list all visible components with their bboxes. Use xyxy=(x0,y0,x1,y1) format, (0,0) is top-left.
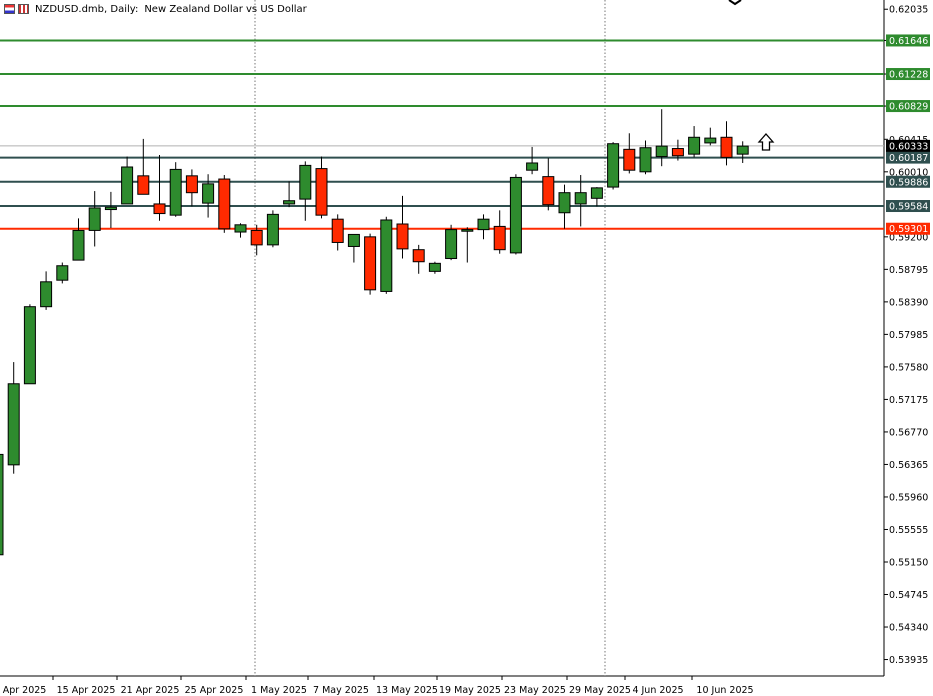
candle-bull xyxy=(736,145,749,155)
candle-bull xyxy=(428,262,441,272)
candle-bull xyxy=(477,218,490,231)
candle-bull xyxy=(72,229,85,261)
level-tag-resistance xyxy=(886,100,930,113)
x-tick-label: 29 May 2025 xyxy=(569,685,631,696)
chart-type-icon[interactable] xyxy=(18,4,29,14)
x-tick-label: 10 Jun 2025 xyxy=(696,685,753,696)
y-tick-label: 0.54745 xyxy=(889,590,928,601)
candle-bull xyxy=(461,229,474,232)
x-tick-label: 25 Apr 2025 xyxy=(185,685,244,696)
candle-bear xyxy=(218,178,231,230)
x-tick-label: 15 Apr 2025 xyxy=(57,685,116,696)
candle-bear xyxy=(720,136,733,158)
level-tag-support-label: 0.59301 xyxy=(889,224,928,235)
y-tick-label: 0.53935 xyxy=(889,655,928,666)
x-tick-label: 1 May 2025 xyxy=(251,685,307,696)
x-tick-label: 21 Apr 2025 xyxy=(121,685,180,696)
y-tick-label: 0.56365 xyxy=(889,460,928,471)
candle-bear xyxy=(671,148,684,157)
level-tag-pivot-label: 0.59584 xyxy=(889,202,928,213)
y-tick-label: 0.60010 xyxy=(889,167,928,178)
level-tag-resistance-label: 0.61646 xyxy=(889,36,928,47)
candle-bull xyxy=(7,383,20,466)
x-tick-label: 9 Apr 2025 xyxy=(0,685,46,696)
current-price-tag xyxy=(886,139,930,152)
candle-bull xyxy=(88,207,101,231)
candle-bull xyxy=(23,306,36,385)
level-tag-pivot xyxy=(886,200,930,213)
candle-bull xyxy=(234,224,247,233)
symbol-description: New Zealand Dollar vs US Dollar xyxy=(144,3,307,15)
candle-bear xyxy=(396,223,409,250)
candle-bull xyxy=(40,281,53,308)
y-tick-label: 0.58390 xyxy=(889,297,928,308)
candle-bull xyxy=(639,147,652,173)
candle-bull xyxy=(347,233,360,247)
chart-window-icon[interactable] xyxy=(4,4,15,14)
candle-bear xyxy=(542,176,555,206)
chart-header: NZDUSD.dmb, Daily: New Zealand Dollar vs… xyxy=(4,2,307,16)
candle-bear xyxy=(412,249,425,263)
level-tag-pivot-label: 0.60187 xyxy=(889,153,928,164)
candle-bull xyxy=(526,162,539,171)
candle-bull xyxy=(380,219,393,292)
y-tick-label: 0.56770 xyxy=(889,427,928,438)
candle-bear xyxy=(315,168,328,216)
candle-bull xyxy=(509,176,522,254)
candle-bull xyxy=(266,213,279,246)
y-tick-label: 0.59200 xyxy=(889,232,928,243)
y-tick-label: 0.58795 xyxy=(889,265,928,276)
candle-bear xyxy=(364,236,377,291)
candle-bull xyxy=(283,200,296,205)
level-tag-resistance xyxy=(886,68,930,81)
candle-bull xyxy=(590,187,603,199)
symbol-label: NZDUSD.dmb, Daily: xyxy=(35,3,139,15)
y-tick-label: 0.57580 xyxy=(889,362,928,373)
current-price-tag-label: 0.60333 xyxy=(889,141,928,152)
chevron-down-icon xyxy=(728,0,742,6)
candle-bear xyxy=(493,225,506,251)
candle-bull xyxy=(121,166,134,205)
candle-bear xyxy=(331,218,344,243)
candle-bull xyxy=(574,192,587,205)
x-tick-label: 19 May 2025 xyxy=(439,685,501,696)
candle-bear xyxy=(185,175,198,194)
up-arrow-icon xyxy=(757,133,775,151)
level-tag-support xyxy=(886,222,930,235)
level-tag-resistance-label: 0.61228 xyxy=(889,70,928,81)
level-tag-resistance-label: 0.60829 xyxy=(889,102,928,113)
candle-bull xyxy=(655,145,668,158)
candle-bull xyxy=(558,192,571,214)
candle-bull xyxy=(169,168,182,216)
candle-bull xyxy=(607,143,620,188)
y-tick-label: 0.55150 xyxy=(889,557,928,568)
y-tick-label: 0.55960 xyxy=(889,492,928,503)
candle-bull xyxy=(0,453,4,556)
candle-bull xyxy=(104,206,117,211)
candle-bull xyxy=(299,164,312,200)
y-tick-label: 0.54340 xyxy=(889,623,928,634)
x-tick-label: 4 Jun 2025 xyxy=(632,685,683,696)
level-tag-resistance xyxy=(886,34,930,47)
y-tick-label: 0.62035 xyxy=(889,5,928,16)
y-tick-label: 0.55555 xyxy=(889,525,928,536)
candle-bear xyxy=(250,229,263,246)
candle-bull xyxy=(445,229,458,260)
level-tag-pivot xyxy=(886,175,930,188)
candle-bull xyxy=(202,183,215,204)
candle-bear xyxy=(623,148,636,171)
y-tick-label: 0.57175 xyxy=(889,395,928,406)
x-tick-label: 23 May 2025 xyxy=(504,685,566,696)
candle-bull xyxy=(704,137,717,144)
y-tick-label: 0.57985 xyxy=(889,330,928,341)
candle-bear xyxy=(153,203,166,215)
x-tick-label: 7 May 2025 xyxy=(313,685,369,696)
level-tag-pivot-label: 0.59886 xyxy=(889,177,928,188)
x-tick-label: 13 May 2025 xyxy=(376,685,438,696)
candle-bull xyxy=(56,265,69,281)
level-tag-pivot xyxy=(886,151,930,164)
candle-bull xyxy=(688,136,701,155)
candle-bear xyxy=(137,175,150,195)
